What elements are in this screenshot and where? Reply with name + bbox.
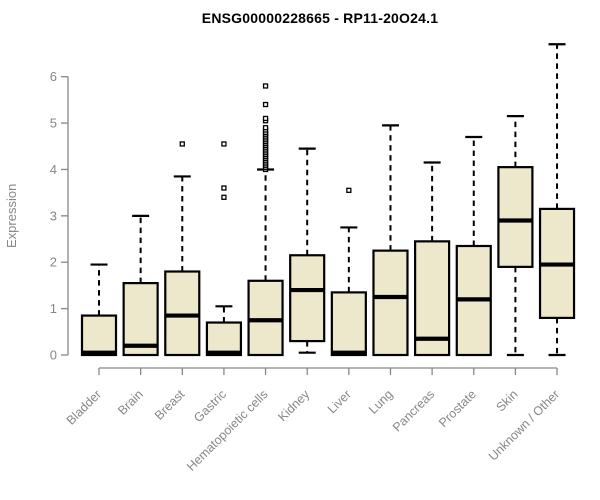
x-tick-label-gastric: Gastric: [191, 387, 229, 425]
y-tick-label: 6: [50, 69, 57, 84]
y-tick-label: 3: [50, 208, 57, 223]
y-tick-label: 5: [50, 116, 57, 131]
box-lung: [372, 249, 409, 357]
box-breast: [164, 270, 201, 357]
x-tick-label-lung: Lung: [366, 387, 396, 417]
box-bladder: [80, 314, 118, 357]
x-tick-label-brain: Brain: [115, 387, 146, 418]
x-tick-label-hematopoietic-cells: Hematopoietic cells: [184, 387, 271, 474]
outlier-point-liver: [346, 187, 352, 193]
y-tick-label: 0: [50, 348, 57, 363]
box-pancreas: [414, 240, 451, 357]
outlier-point-hematopoietic-cells: [262, 101, 269, 108]
x-tick-label-pancreas: Pancreas: [390, 387, 437, 434]
x-tick-label-unknown-other: Unknown / Other: [486, 387, 562, 463]
box-gastric: [205, 321, 243, 357]
y-tick-label: 2: [50, 255, 57, 270]
box-skin: [497, 166, 534, 268]
x-tick-label-prostate: Prostate: [436, 387, 479, 430]
x-tick-label-breast: Breast: [152, 387, 188, 423]
chart-title: ENSG00000228665 - RP11-20O24.1: [201, 10, 439, 26]
x-tick-label-skin: Skin: [493, 387, 520, 414]
outlier-point-hematopoietic-cells: [262, 115, 269, 122]
y-tick-label: 4: [50, 162, 57, 177]
x-tick-label-bladder: Bladder: [64, 387, 104, 427]
outlier-point-gastric: [221, 194, 227, 200]
box-brain: [122, 282, 159, 357]
box-liver: [330, 291, 367, 357]
outlier-point-gastric: [221, 185, 227, 191]
x-tick-label-liver: Liver: [325, 387, 354, 416]
outlier-point-hematopoietic-cells: [262, 83, 269, 89]
box-kidney: [289, 254, 326, 343]
y-axis-title: Expression: [4, 184, 19, 248]
outlier-point-gastric: [221, 141, 227, 147]
x-tick-label-kidney: Kidney: [275, 387, 312, 424]
outlier-point-breast: [179, 141, 185, 147]
box-hematopoietic-cells: [247, 279, 284, 357]
outlier-point-hematopoietic-cells: [262, 125, 269, 131]
y-tick-label: 1: [50, 301, 57, 316]
